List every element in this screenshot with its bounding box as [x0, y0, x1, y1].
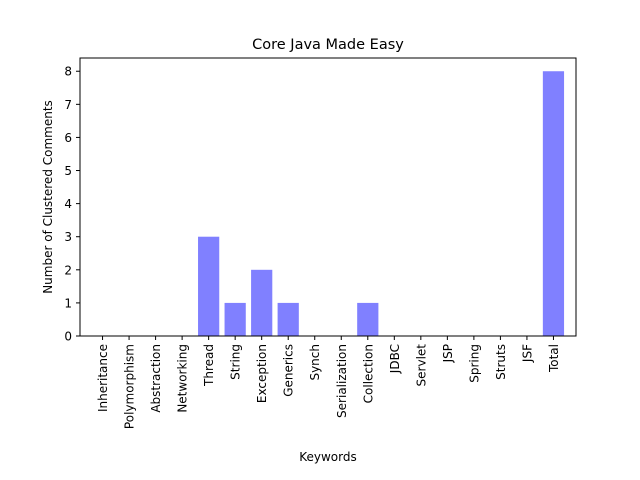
bars-group — [198, 71, 565, 336]
x-tick-label: Networking — [176, 344, 190, 413]
y-tick-label: 1 — [64, 296, 72, 310]
y-axis-label: Number of Clustered Comments — [41, 100, 55, 294]
x-tick-label: Serialization — [335, 344, 349, 418]
y-tick-label: 3 — [64, 230, 72, 244]
x-tick-label: Collection — [361, 344, 375, 403]
y-tick-label: 6 — [64, 131, 72, 145]
x-tick-label: Thread — [202, 344, 216, 387]
x-tick-label: Spring — [467, 344, 481, 383]
y-axis: 0 1 2 3 4 5 6 7 8 — [64, 65, 80, 344]
plot-frame — [79, 57, 577, 337]
x-tick-label: String — [229, 344, 243, 380]
x-tick-label: Polymorphism — [123, 344, 137, 429]
x-tick-label: JSP — [441, 344, 455, 363]
x-axis: Inheritance Polymorphism Abstraction Networ… — [96, 336, 561, 429]
x-tick-label: Abstraction — [149, 344, 163, 413]
y-tick-label: 8 — [64, 65, 72, 79]
y-tick-label: 7 — [64, 98, 72, 112]
x-tick-label: Struts — [494, 344, 508, 380]
bar-generics — [277, 302, 299, 336]
x-tick-label: JSF — [520, 344, 534, 363]
y-tick-label: 2 — [64, 263, 72, 277]
x-tick-label: Exception — [255, 344, 269, 403]
x-axis-label: Keywords — [299, 450, 357, 464]
y-tick-label: 4 — [64, 197, 72, 211]
bar-collection — [357, 302, 379, 336]
bar-total — [542, 71, 565, 336]
chart-title: Core Java Made Easy — [252, 37, 404, 53]
y-tick-label: 5 — [64, 164, 72, 178]
x-tick-label: Servlet — [414, 344, 428, 387]
x-tick-label: Total — [547, 344, 561, 373]
x-tick-label: Generics — [282, 344, 296, 397]
x-tick-label: Inheritance — [96, 344, 110, 412]
y-tick-label: 0 — [64, 330, 72, 344]
bar-exception — [251, 269, 273, 336]
x-tick-label: Synch — [308, 344, 322, 381]
bar-string — [224, 302, 246, 336]
bar-thread — [198, 236, 220, 336]
x-tick-label: JDBC — [388, 344, 402, 374]
